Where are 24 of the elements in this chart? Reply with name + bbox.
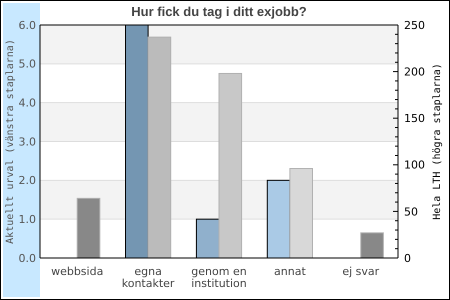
y2-tick-label: 250 <box>404 18 425 32</box>
y-tick-label: 0.0 <box>18 252 36 265</box>
y-axis-title: Aktuellt urval (vänstra staplarna) <box>5 39 16 244</box>
bar <box>76 198 100 258</box>
x-tick-label: annat <box>274 265 306 278</box>
y2-tick-label: 0 <box>404 252 411 265</box>
y2-tick-label: 150 <box>404 112 425 126</box>
y-tick-label: 6.0 <box>18 18 36 32</box>
bar <box>218 72 242 258</box>
chart-title: Hur fick du tag i ditt exjobb? <box>131 4 307 19</box>
bar <box>360 232 384 258</box>
x-tick-label: egna kontakter <box>122 265 175 290</box>
y2-tick-label: 50 <box>404 205 418 218</box>
y-tick-label: 5.0 <box>18 58 36 71</box>
y2-axis-title: Hela LTH (högra staplarna) <box>432 63 443 220</box>
x-tick-label: ej svar <box>342 265 380 278</box>
y-tick-label: 4.0 <box>18 96 36 110</box>
y-tick-label: 1.0 <box>18 213 36 226</box>
y2-tick-label: 200 <box>404 65 425 78</box>
y-tick-label: 2.0 <box>18 174 36 188</box>
x-tick-label: webbsida <box>51 265 104 278</box>
y-tick-label: 3.0 <box>18 135 36 148</box>
x-tick-label: genom en institution <box>191 265 247 290</box>
y2-tick-label: 100 <box>404 158 425 172</box>
